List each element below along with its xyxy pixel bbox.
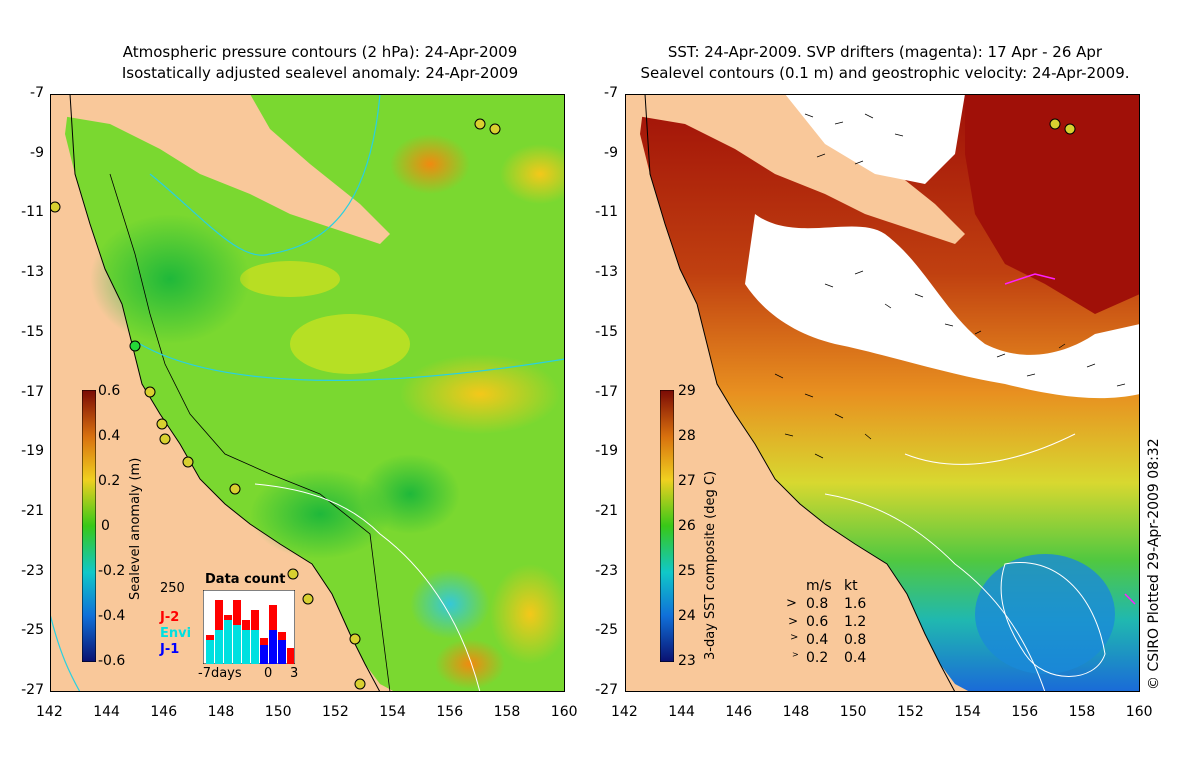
x-tick-label: 144: [668, 704, 695, 720]
velocity-row-kt: 1.2: [844, 614, 867, 630]
velocity-arrows: [774, 113, 1126, 459]
y-tick-label: -9: [30, 144, 44, 161]
x-tick-label: 154: [954, 704, 981, 720]
y-tick-label: -25: [595, 622, 618, 639]
y-tick-label: -15: [595, 323, 618, 340]
x-tick-label: 146: [725, 704, 753, 720]
right-cb-tick: 24: [678, 608, 696, 624]
y-tick-label: -25: [21, 622, 44, 639]
y-tick-label: -19: [21, 443, 44, 460]
x-tick-label: 148: [782, 704, 810, 720]
left-colorbar: [82, 390, 96, 662]
right-cb-tick: 28: [678, 428, 696, 444]
left-cb-tick: 0: [101, 518, 110, 534]
cloud-mask: [745, 214, 1140, 399]
left-cb-tick: 0.4: [98, 428, 121, 444]
data-count-ymax: 250: [160, 581, 185, 596]
x-tick-label: 156: [436, 704, 464, 720]
y-tick-label: -7: [604, 85, 618, 101]
left-cb-tick: -0.6: [98, 653, 126, 669]
x-tick-label: 142: [611, 704, 638, 720]
y-tick-label: -11: [21, 204, 44, 221]
credit-text: © CSIRO Plotted 29-Apr-2009 08:32: [1146, 438, 1162, 690]
right-colorbar: [660, 390, 674, 662]
velocity-row-ms: 0.4: [806, 632, 829, 648]
y-tick-label: -7: [30, 85, 44, 101]
x-tick-label: 154: [379, 704, 406, 720]
velocity-arrow-icon: >: [790, 632, 799, 643]
x-tick-label: 142: [36, 704, 63, 720]
data-count-xlabel: -7days: [198, 666, 242, 681]
x-tick-label: 152: [897, 704, 924, 720]
x-tick-label: 156: [1011, 704, 1039, 720]
right-cb-tick: 23: [678, 653, 696, 669]
x-tick-label: 158: [493, 704, 521, 720]
right-cb-tick: 26: [678, 518, 696, 534]
y-tick-label: -11: [595, 204, 618, 221]
velocity-row-kt: 0.8: [844, 632, 867, 648]
left-cb-tick: 0.6: [98, 383, 121, 399]
left-cb-tick: -0.2: [98, 563, 126, 579]
right-colorbar-label: 3-day SST composite (deg C): [703, 470, 718, 660]
left-title-line1: Atmospheric pressure contours (2 hPa): 2…: [122, 43, 518, 61]
left-colorbar-label: Sealevel anomaly (m): [128, 457, 143, 600]
y-tick-label: -21: [595, 502, 618, 519]
y-tick-label: -27: [21, 682, 44, 698]
right-png-land: [625, 94, 965, 244]
velocity-row-ms: 0.6: [806, 614, 829, 630]
right-cb-tick: 29: [678, 383, 696, 399]
data-count-histogram: [203, 590, 295, 664]
right-title-line1: SST: 24-Apr-2009. SVP drifters (magenta)…: [667, 43, 1103, 61]
x-tick-label: 146: [150, 704, 178, 720]
x-tick-label: 160: [1125, 704, 1153, 720]
velocity-row-ms: 0.8: [806, 596, 829, 612]
velocity-legend-ms-header: m/s: [806, 578, 832, 594]
velocity-row-ms: 0.2: [806, 650, 829, 666]
x-tick-label: 144: [93, 704, 120, 720]
y-tick-label: -13: [595, 264, 618, 281]
legend-j2: J-2: [160, 610, 180, 625]
left-cb-tick: -0.4: [98, 608, 126, 624]
y-tick-label: -17: [595, 383, 618, 400]
right-map: [625, 94, 1140, 692]
y-tick-label: -15: [21, 323, 44, 340]
y-tick-label: -19: [595, 443, 618, 460]
left-title: Atmospheric pressure contours (2 hPa): 2…: [40, 42, 600, 84]
left-map: [50, 94, 565, 692]
x-tick-label: 158: [1068, 704, 1096, 720]
legend-j1: J-1: [160, 642, 180, 657]
data-count-title: Data count: [205, 572, 286, 587]
right-title-line2: Sealevel contours (0.1 m) and geostrophi…: [640, 64, 1130, 82]
y-tick-label: -9: [604, 144, 618, 161]
velocity-row-kt: 1.6: [844, 596, 867, 612]
right-cb-tick: 27: [678, 473, 696, 489]
left-title-line2: Isostatically adjusted sealevel anomaly:…: [121, 64, 519, 82]
velocity-arrow-icon: >: [792, 650, 799, 659]
velocity-row-kt: 0.4: [844, 650, 867, 666]
right-cb-tick: 25: [678, 563, 696, 579]
x-tick-label: 150: [839, 704, 867, 720]
x-tick-label: 160: [550, 704, 578, 720]
y-tick-label: -21: [21, 502, 44, 519]
velocity-arrow-icon: >: [788, 614, 799, 628]
x-tick-label: 150: [264, 704, 292, 720]
y-tick-label: -17: [21, 383, 44, 400]
x-tick-label: 152: [322, 704, 349, 720]
y-tick-label: -27: [595, 682, 618, 698]
data-count-xlabel: 0: [264, 666, 273, 681]
y-tick-label: -23: [21, 562, 44, 579]
left-cb-tick: 0.2: [98, 473, 121, 489]
right-title: SST: 24-Apr-2009. SVP drifters (magenta)…: [590, 42, 1180, 84]
left-png-land: [50, 94, 390, 244]
data-count-xlabel: 3: [290, 666, 299, 681]
x-tick-label: 148: [207, 704, 235, 720]
legend-envi: Envi: [160, 626, 192, 641]
velocity-arrow-icon: >: [786, 596, 797, 611]
velocity-legend-kt-header: kt: [844, 578, 858, 594]
y-tick-label: -13: [21, 264, 44, 281]
y-tick-label: -23: [595, 562, 618, 579]
